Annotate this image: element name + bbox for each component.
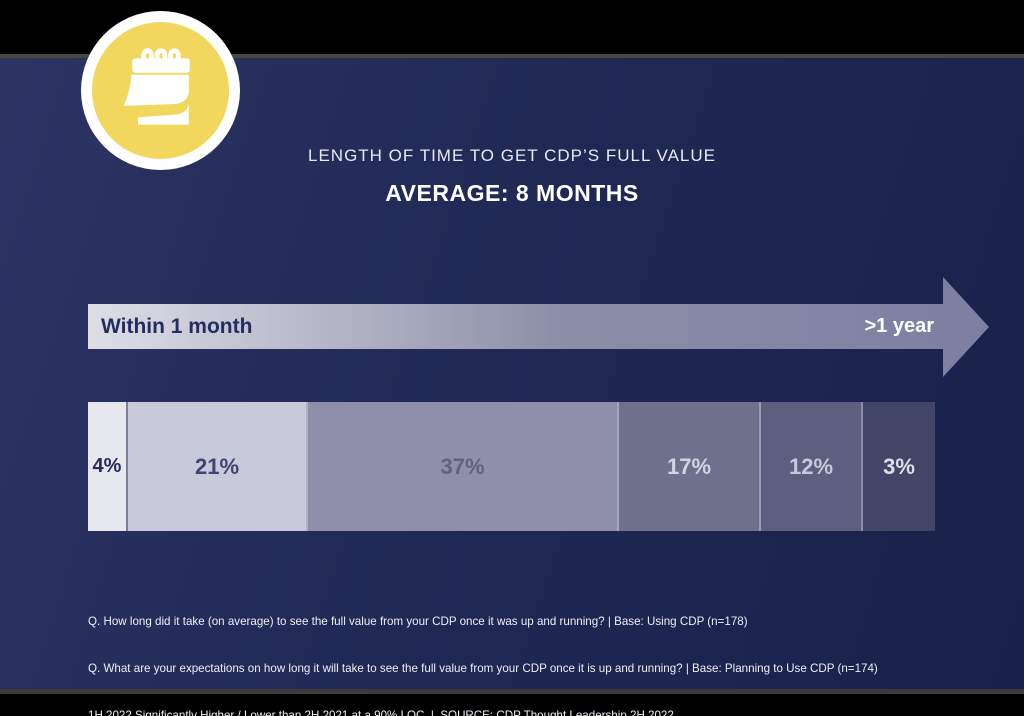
segment-value-label: 37% bbox=[440, 453, 485, 479]
calendar-badge bbox=[81, 11, 240, 170]
bar-segment-4: 17% bbox=[617, 402, 760, 531]
bar-segment-3: 37% bbox=[306, 402, 618, 531]
footnote-line: 1H 2022 Significantly Higher / Lower tha… bbox=[88, 708, 674, 716]
stacked-bar: 4% 21% 37% 17% 12% 3% bbox=[88, 402, 935, 531]
footnote-line: Q. How long did it take (on average) to … bbox=[88, 615, 748, 629]
timeline-arrow-bar: Within 1 month >1 year bbox=[88, 304, 943, 349]
footnotes: Q. How long did it take (on average) to … bbox=[88, 583, 938, 716]
timeline-arrowhead-icon bbox=[943, 277, 989, 377]
bar-segment-over-1-year: 3% bbox=[861, 402, 935, 531]
segment-value-label: 3% bbox=[883, 453, 915, 479]
bar-segment-2: 21% bbox=[126, 402, 306, 531]
page-title: LENGTH OF TIME TO GET CDP’S FULL VALUE bbox=[308, 146, 716, 165]
bar-segment-5: 12% bbox=[759, 402, 862, 531]
bar-segment-within-1-month: 4% bbox=[88, 402, 127, 531]
segment-value-label: 17% bbox=[667, 453, 712, 479]
segment-value-label: 4% bbox=[92, 455, 122, 477]
calendar-badge-circle bbox=[92, 22, 229, 159]
segment-value-label: 12% bbox=[789, 453, 834, 479]
timeline-start-label: Within 1 month bbox=[101, 314, 253, 338]
segment-value-label: 21% bbox=[194, 453, 240, 479]
calendar-icon bbox=[123, 47, 190, 125]
footnote-line: Q. What are your expectations on how lon… bbox=[88, 661, 878, 675]
page-subtitle: AVERAGE: 8 MONTHS bbox=[385, 180, 639, 206]
timeline-end-label: >1 year bbox=[864, 315, 934, 337]
